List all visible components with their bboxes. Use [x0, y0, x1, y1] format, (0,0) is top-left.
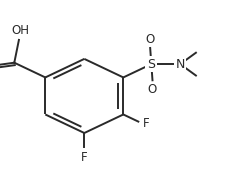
Text: F: F: [81, 151, 88, 164]
Text: F: F: [143, 117, 149, 130]
Text: OH: OH: [11, 24, 29, 37]
Text: S: S: [147, 58, 155, 71]
Text: N: N: [176, 58, 185, 71]
Text: O: O: [148, 82, 157, 96]
Text: O: O: [146, 33, 155, 46]
